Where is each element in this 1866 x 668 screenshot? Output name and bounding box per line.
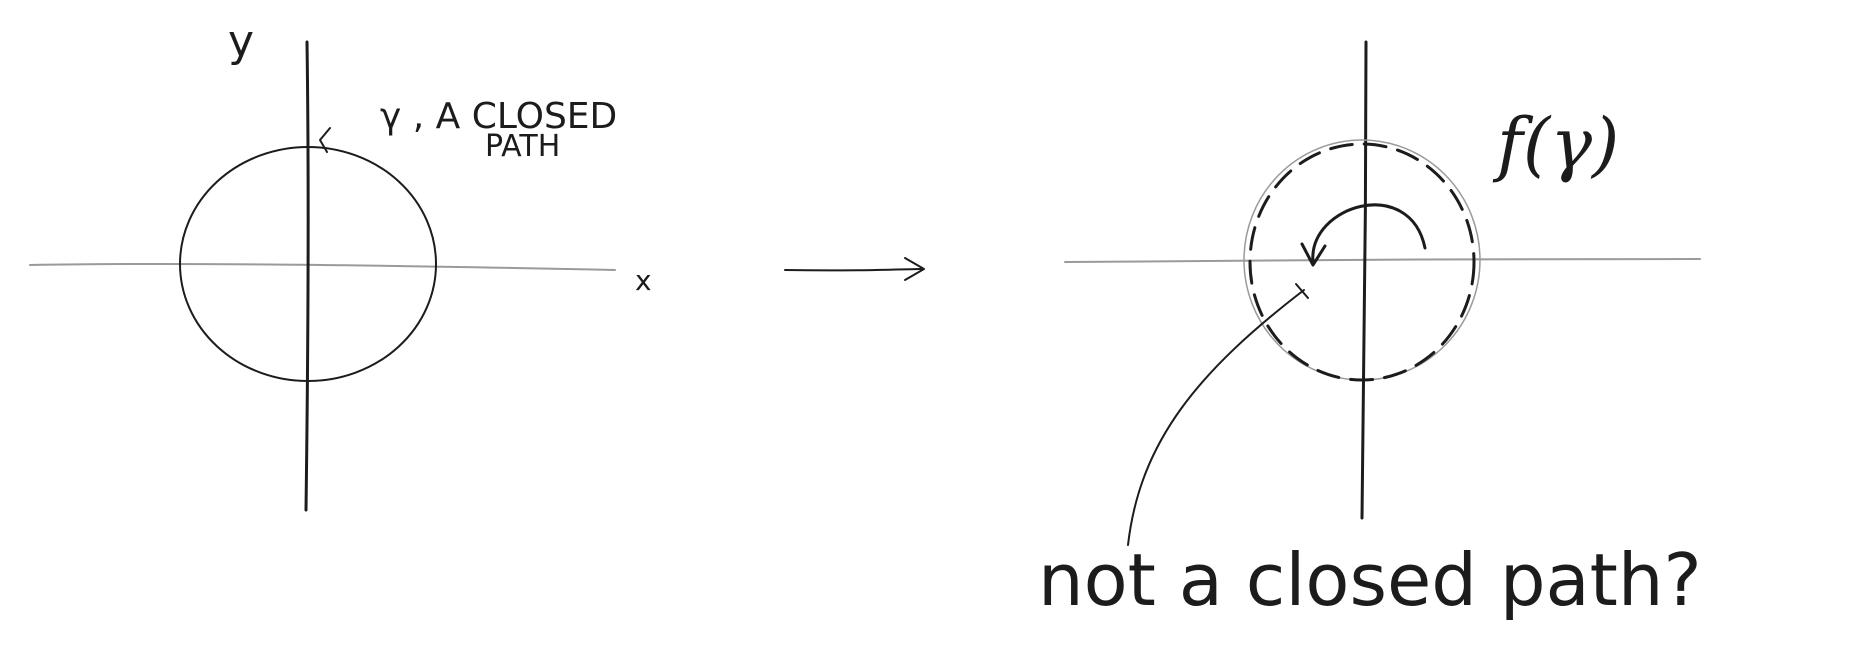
gamma-label-line2: PATH bbox=[485, 129, 560, 164]
mapping-arrow bbox=[784, 257, 925, 281]
gamma-label: γ , A CLOSED bbox=[380, 96, 617, 137]
right-x-axis bbox=[1064, 257, 1701, 263]
f-gamma-label: f(γ) bbox=[1492, 103, 1619, 185]
inner-arc bbox=[1311, 203, 1427, 264]
right-y-axis bbox=[1360, 40, 1368, 520]
y-axis-label: y bbox=[228, 16, 254, 67]
gamma-orientation-arrow bbox=[319, 127, 331, 153]
left-diagram: y x γ , A CLOSED PATH bbox=[29, 16, 652, 512]
closed-path-note: not a closed path? bbox=[1038, 538, 1702, 622]
gamma-closed-path bbox=[179, 146, 437, 382]
left-y-axis bbox=[304, 40, 310, 512]
inner-arc-arrow bbox=[1300, 242, 1327, 267]
f-gamma-dashed-curve bbox=[1248, 142, 1476, 382]
right-diagram: f(γ) not a closed path? bbox=[1038, 40, 1702, 622]
note-pointer-line bbox=[1127, 289, 1305, 546]
note-pointer-tick bbox=[1295, 283, 1309, 299]
left-x-axis bbox=[29, 262, 616, 271]
x-axis-label: x bbox=[635, 264, 652, 297]
